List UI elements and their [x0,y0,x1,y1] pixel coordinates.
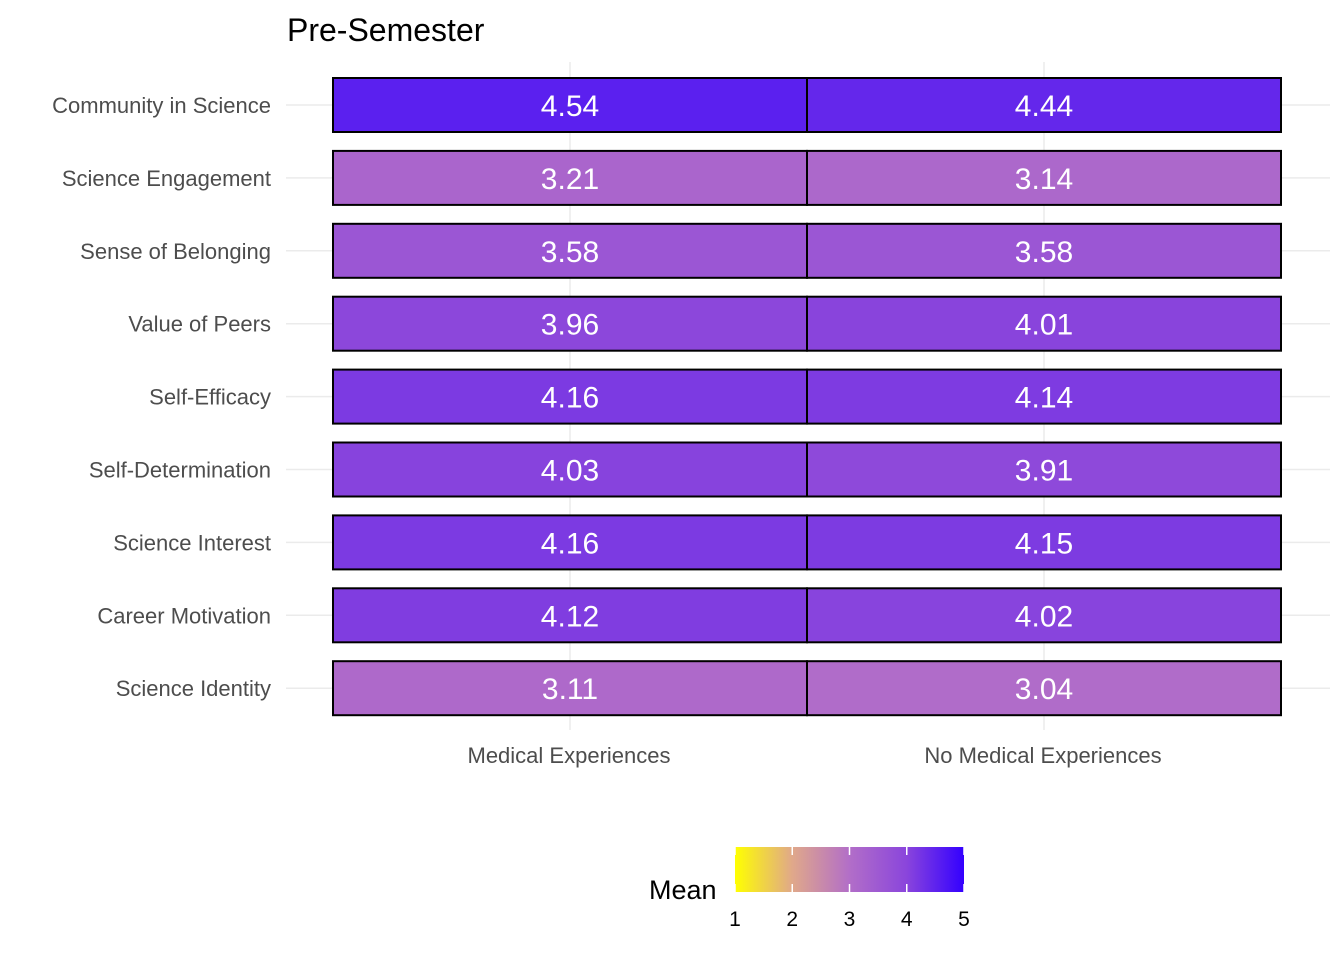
x-axis-tick-label: Medical Experiences [468,743,671,768]
y-axis-tick-label: Self-Efficacy [149,385,271,410]
y-axis-tick-label: Science Identity [116,676,271,701]
chart-title: Pre-Semester [287,12,485,48]
heatmap-cell [806,149,1282,206]
heatmap-cell [806,514,1282,571]
heatmap-cell [806,587,1282,644]
y-axis-labels: Community in Science Science Engagement Se… [52,93,271,701]
cell-value-label: 3.14 [1015,163,1073,196]
cell-value-label: 4.54 [541,90,599,123]
heatmap-cell [806,222,1282,279]
cell-value-label: 4.15 [1015,527,1073,560]
heatmap-cell [332,295,808,352]
cell-value-label: 3.96 [541,309,599,342]
cell-value-label: 4.12 [541,600,599,633]
heatmap-cell [806,368,1282,425]
heatmap-cell [332,514,808,571]
cell-value-label: 3.91 [1015,455,1073,488]
y-axis-tick-label: Value of Peers [128,312,271,337]
y-axis-tick-label: Self-Determination [89,458,271,483]
x-axis-labels: Medical Experiences No Medical Experience… [468,743,1162,768]
heatmap-cell [806,441,1282,498]
cell-value-label: 4.14 [1015,382,1073,415]
cell-value-label: 3.11 [542,673,598,706]
legend-tick-label: 2 [786,908,798,931]
heatmap-cell [332,441,808,498]
cell-value-label: 4.03 [541,455,599,488]
y-axis-tick-label: Science Engagement [62,166,271,191]
x-axis-tick-label: No Medical Experiences [924,743,1161,768]
heatmap-cell [806,77,1282,133]
color-legend: Mean 1 2 3 4 5 [649,847,970,931]
legend-tick-label: 1 [729,908,741,931]
y-axis-tick-label: Sense of Belonging [80,239,271,264]
heatmap-cell [806,660,1282,717]
heatmap-cell [332,587,808,644]
heatmap-cell [332,222,808,279]
cell-value-label: 4.16 [541,382,599,415]
cell-value-label: 4.01 [1015,309,1073,342]
heatmap-cell [332,660,808,717]
cell-value-label: 3.58 [1015,236,1073,269]
legend-tick-label: 3 [844,908,856,931]
y-axis-tick-label: Science Interest [113,530,271,555]
cell-value-label: 3.58 [541,236,599,269]
heatmap-cell [332,77,808,133]
cell-value-label: 4.44 [1015,90,1073,123]
heatmap-cells: 4.54 4.44 3.21 3.14 3.58 3.58 3.96 4.01 4.16 4.14… [332,77,1282,717]
heatmap-cell [806,295,1282,352]
legend-tick-label: 4 [901,908,913,931]
cell-value-label: 3.04 [1015,673,1073,706]
cell-value-label: 4.02 [1015,600,1073,633]
cell-value-label: 3.21 [541,163,599,196]
heatmap-cell [332,368,808,425]
y-axis-tick-label: Career Motivation [97,603,271,628]
cell-value-label: 4.16 [541,527,599,560]
legend-tick-label: 5 [958,908,970,931]
legend-title: Mean [649,875,717,905]
y-axis-tick-label: Community in Science [52,93,271,118]
